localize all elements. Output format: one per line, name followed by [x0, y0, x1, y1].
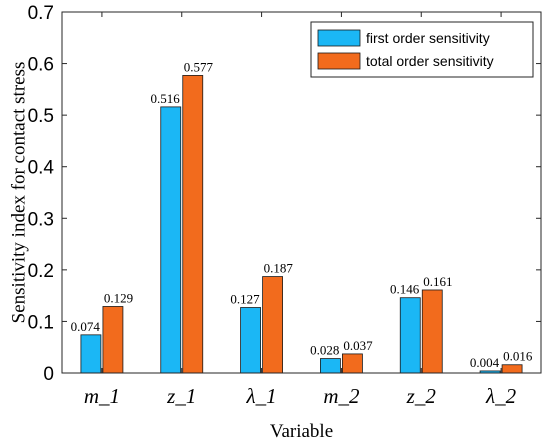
data-label: 0.074 — [71, 319, 101, 334]
bars — [80, 75, 523, 374]
y-axis-ticks: 0 0.1 0.2 0.3 0.4 0.5 0.6 0.7 — [28, 3, 541, 385]
data-label: 0.146 — [390, 282, 420, 297]
data-label: 0.127 — [230, 292, 260, 307]
bar-total-order-4 — [421, 289, 443, 374]
y-tick-label: 0.5 — [28, 106, 54, 127]
data-label: 0.516 — [151, 91, 181, 106]
legend-label-first-order: first order sensitivity — [366, 30, 490, 46]
bar-total-order-1 — [182, 75, 204, 374]
y-tick-label: 0.4 — [28, 158, 55, 179]
legend-swatch-first-order — [317, 29, 361, 47]
bar-first-order-2 — [240, 307, 261, 374]
data-label: 0.016 — [503, 349, 533, 364]
x-tick-label: z_1 — [166, 384, 196, 408]
bar-total-order-0 — [102, 306, 124, 374]
bar-total-order-3 — [342, 353, 363, 374]
x-tick-label: λ_2 — [485, 384, 517, 408]
plot-frame — [61, 11, 542, 374]
data-label: 0.004 — [470, 355, 500, 370]
y-tick-label: 0.7 — [28, 3, 54, 24]
data-label: 0.577 — [184, 59, 214, 74]
y-tick-label: 0.1 — [28, 312, 54, 333]
x-tick-label: m_2 — [323, 384, 360, 408]
data-label: 0.129 — [104, 290, 133, 305]
bar-total-order-2 — [262, 276, 283, 374]
y-axis-label: Sensitivity index for contact stress — [8, 62, 29, 324]
data-label: 0.187 — [264, 261, 294, 276]
bar-first-order-1 — [160, 106, 182, 374]
x-tick-label: m_1 — [84, 384, 120, 408]
x-axis-label: Variable — [270, 421, 333, 442]
y-tick-label: 0.6 — [28, 55, 54, 76]
bar-total-order-5 — [501, 364, 523, 374]
y-tick-label: 0.3 — [28, 209, 54, 230]
y-tick-label: 0 — [43, 364, 54, 385]
x-tick-label: λ_1 — [246, 384, 277, 408]
x-tick-label: z_2 — [406, 384, 437, 408]
legend-label-total-order: total order sensitivity — [366, 53, 494, 69]
bar-first-order-0 — [80, 334, 102, 374]
x-axis-ticks: m_1 z_1 λ_1 m_2 z_2 λ_2 — [84, 12, 517, 408]
y-tick-label: 0.2 — [28, 261, 54, 282]
bar-first-order-4 — [399, 297, 421, 374]
bar-first-order-3 — [320, 358, 341, 374]
legend: first order sensitivity total order sens… — [310, 21, 534, 78]
data-label: 0.028 — [310, 343, 339, 358]
legend-swatch-total-order — [317, 52, 361, 70]
data-label: 0.037 — [343, 338, 373, 353]
data-label: 0.161 — [423, 274, 452, 289]
